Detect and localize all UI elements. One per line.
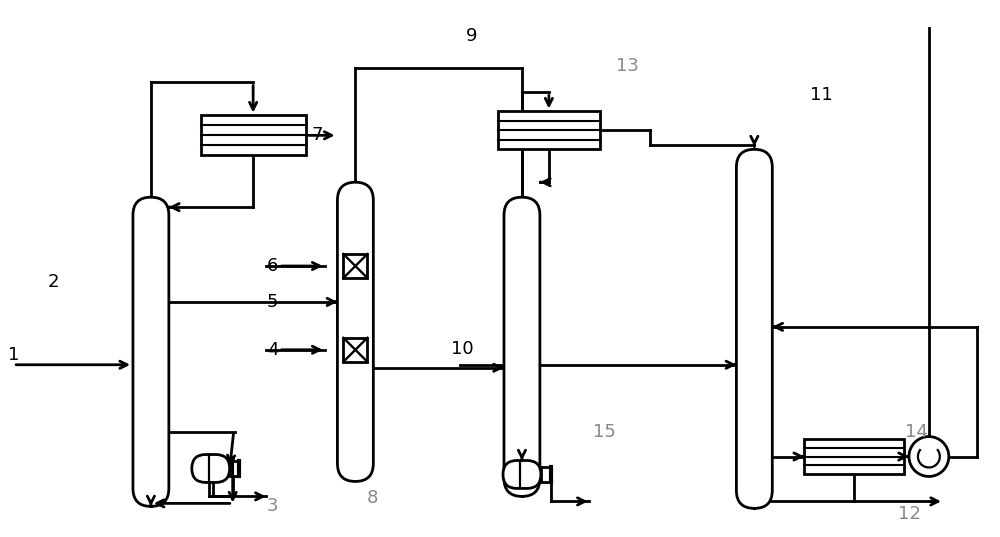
Text: 8: 8 [367,489,378,507]
FancyBboxPatch shape [504,197,540,496]
Circle shape [909,437,949,476]
Text: 7: 7 [312,126,323,144]
Text: 3: 3 [267,497,278,516]
Text: 15: 15 [593,423,616,440]
Bar [541,467,551,482]
FancyBboxPatch shape [192,454,230,482]
Text: 12: 12 [898,505,920,524]
Text: 10: 10 [451,340,473,358]
Text: 6: 6 [267,257,278,275]
Text: 13: 13 [616,56,639,75]
Bar [230,461,239,476]
Text: 14: 14 [905,423,928,440]
FancyBboxPatch shape [337,182,373,482]
FancyBboxPatch shape [503,461,541,489]
Text: 2: 2 [47,273,59,291]
FancyBboxPatch shape [133,197,169,506]
Text: 9: 9 [466,27,478,45]
Bar [804,439,904,475]
Bar [201,115,306,155]
Text: 11: 11 [810,86,833,105]
Text: 5: 5 [267,293,278,311]
Text: 4: 4 [267,341,278,359]
Bar [343,254,367,278]
FancyBboxPatch shape [736,149,772,509]
Bar [498,111,600,149]
Text: 1: 1 [8,346,19,364]
Bar [343,338,367,362]
